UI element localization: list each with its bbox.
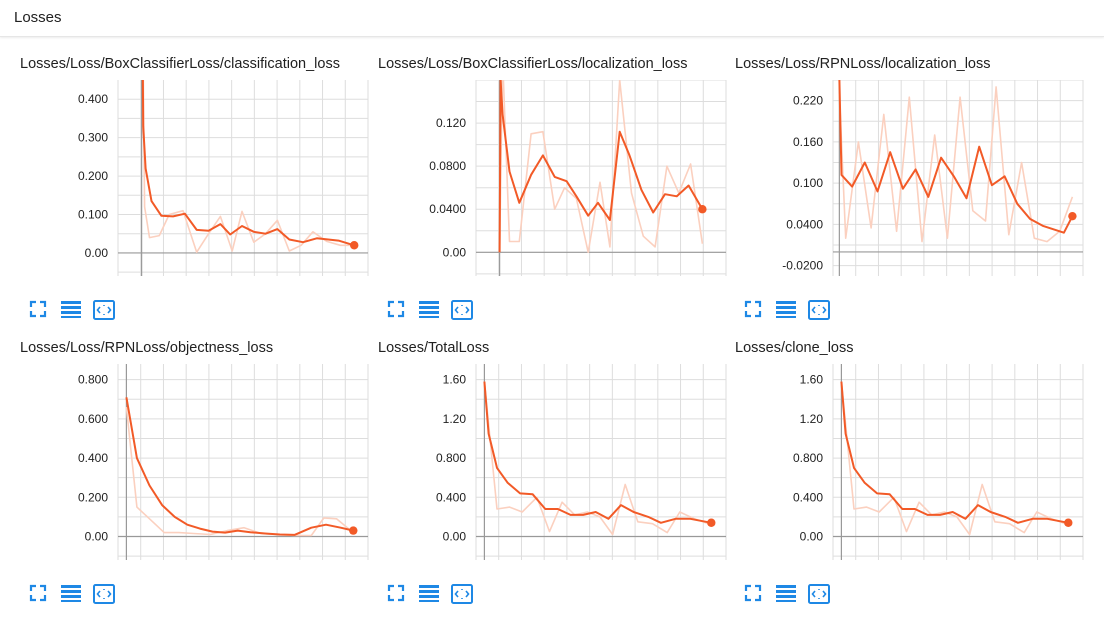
y-tick-label: 1.20: [800, 412, 824, 426]
y-tick-label: 0.00: [85, 529, 109, 543]
chart-card: Losses/Loss/RPNLoss/objectness_loss 0.800…: [20, 340, 376, 620]
chart-title: Losses/TotalLoss: [378, 340, 490, 356]
y-tick-label: 1.60: [443, 373, 467, 387]
last-point-marker[interactable]: [1068, 211, 1077, 221]
fit-to-screen-icon[interactable]: [743, 299, 767, 321]
y-tick-label: 0.0800: [429, 159, 466, 173]
y-tick-label: 0.200: [78, 490, 108, 504]
chart-title: Losses/Loss/RPNLoss/objectness_loss: [20, 340, 274, 356]
chart-title: Losses/clone_loss: [735, 340, 854, 356]
smoothed-series-line: [838, 80, 1074, 234]
y-tick-label: 0.120: [436, 116, 466, 130]
y-tick-label: 1.20: [443, 412, 467, 426]
y-tick-label: 0.0400: [429, 202, 466, 216]
fit-to-screen-icon[interactable]: [28, 583, 52, 605]
data-table-icon[interactable]: [60, 299, 84, 321]
y-tick-label: 0.00: [800, 529, 824, 543]
fit-to-screen-icon[interactable]: [386, 299, 410, 321]
last-point-marker[interactable]: [350, 241, 359, 250]
smoothed-series-line: [141, 80, 355, 247]
data-table-icon[interactable]: [775, 583, 799, 605]
chart-title: Losses/Loss/RPNLoss/localization_loss: [735, 56, 991, 72]
raw-series-line: [840, 381, 1069, 536]
chart-title: Losses/Loss/BoxClassifierLoss/classifica…: [20, 56, 340, 72]
chart-card: Losses/Loss/BoxClassifierLoss/localizati…: [378, 56, 734, 336]
y-tick-label: 0.220: [793, 94, 823, 108]
fit-to-screen-icon[interactable]: [386, 583, 410, 605]
y-tick-label: 0.00: [443, 245, 467, 259]
raw-series-line: [838, 86, 1074, 243]
reset-zoom-icon[interactable]: [92, 299, 116, 321]
reset-zoom-icon[interactable]: [450, 299, 474, 321]
chart-plot[interactable]: 0.120 0.0800 0.0400 0.00: [378, 80, 734, 280]
fit-to-screen-icon[interactable]: [743, 583, 767, 605]
y-tick-label: 1.60: [800, 373, 824, 387]
last-point-marker[interactable]: [698, 205, 707, 214]
raw-series-line: [498, 80, 704, 254]
data-table-icon[interactable]: [775, 299, 799, 321]
chart-card: Losses/TotalLoss 1.60 1.20 0.800 0.400 0.00: [378, 340, 734, 620]
data-table-icon[interactable]: [418, 299, 442, 321]
data-table-icon[interactable]: [60, 583, 84, 605]
last-point-marker[interactable]: [1064, 518, 1073, 527]
section-title: Losses: [14, 9, 62, 26]
chart-plot[interactable]: 1.60 1.20 0.800 0.400 0.00: [378, 364, 734, 564]
reset-zoom-icon[interactable]: [92, 583, 116, 605]
smoothed-series-line: [125, 397, 354, 536]
chart-plot[interactable]: 1.60 1.20 0.800 0.400 0.00: [735, 364, 1091, 564]
y-tick-label: 0.00: [85, 246, 109, 260]
y-tick-label: -0.0200: [782, 259, 823, 273]
raw-series-line: [483, 381, 712, 536]
y-tick-label: 0.400: [78, 92, 108, 106]
last-point-marker[interactable]: [707, 518, 716, 527]
chart-plot[interactable]: 0.400 0.300 0.200 0.100 0.00: [20, 80, 376, 280]
chart-card: Losses/Loss/BoxClassifierLoss/classifica…: [20, 56, 376, 336]
y-tick-label: 0.300: [78, 131, 108, 145]
reset-zoom-icon[interactable]: [807, 299, 831, 321]
y-tick-label: 0.400: [78, 451, 108, 465]
last-point-marker[interactable]: [349, 526, 358, 535]
chart-card: Losses/clone_loss 1.60 1.20 0.800 0.400 0.00: [735, 340, 1091, 620]
section-header[interactable]: Losses: [0, 0, 1104, 37]
smoothed-series-line: [840, 381, 1069, 524]
smoothed-series-line: [483, 381, 712, 524]
reset-zoom-icon[interactable]: [450, 583, 474, 605]
fit-to-screen-icon[interactable]: [28, 299, 52, 321]
y-tick-label: 0.400: [793, 490, 823, 504]
y-tick-label: 0.00: [443, 529, 467, 543]
chart-plot[interactable]: 0.800 0.600 0.400 0.200 0.00: [20, 364, 376, 564]
y-tick-label: 0.800: [436, 451, 466, 465]
y-tick-label: 0.200: [78, 169, 108, 183]
y-tick-label: 0.600: [78, 412, 108, 426]
y-tick-label: 0.100: [78, 208, 108, 222]
y-tick-label: 0.100: [793, 176, 823, 190]
raw-series-line: [125, 407, 354, 537]
chart-plot[interactable]: 0.220 0.160 0.100 0.0400 -0.0200: [735, 80, 1091, 280]
chart-title: Losses/Loss/BoxClassifierLoss/localizati…: [378, 56, 688, 72]
y-tick-label: 0.400: [436, 490, 466, 504]
y-tick-label: 0.160: [793, 135, 823, 149]
raw-series-line: [142, 80, 355, 253]
smoothed-series-line: [498, 80, 704, 253]
y-tick-label: 0.800: [793, 451, 823, 465]
y-tick-label: 0.0400: [786, 217, 823, 231]
reset-zoom-icon[interactable]: [807, 583, 831, 605]
y-tick-label: 0.800: [78, 373, 108, 387]
chart-card: Losses/Loss/RPNLoss/localization_loss 0.2…: [735, 56, 1091, 336]
data-table-icon[interactable]: [418, 583, 442, 605]
